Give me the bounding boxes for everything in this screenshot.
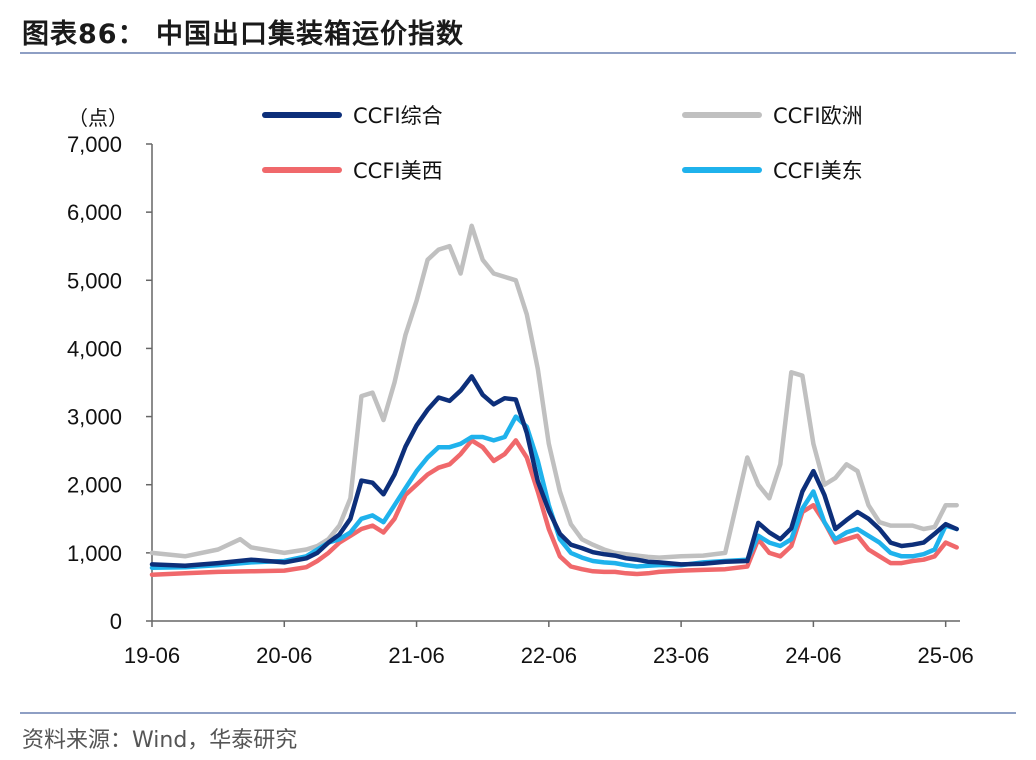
legend-item-1: CCFI欧洲 (682, 104, 863, 128)
title-divider (20, 52, 1016, 54)
chart-axes: 0 1,000 2,000 3,000 4,000 5,000 6,000 7,000 19-0… (67, 106, 974, 668)
y-tick-label: 4,000 (67, 336, 122, 361)
x-tick-label: 19-06 (124, 643, 180, 668)
legend-label: CCFI美西 (353, 159, 443, 183)
legend-label: CCFI综合 (353, 104, 443, 128)
source-note: 资料来源：Wind，华泰研究 (22, 728, 298, 753)
series-line-3 (149, 414, 959, 571)
chart-plot-area (149, 223, 959, 577)
legend-label: CCFI欧洲 (773, 104, 863, 128)
y-tick-label: 0 (110, 609, 122, 634)
footer-divider (20, 712, 1016, 714)
y-tick-label: 2,000 (67, 473, 122, 498)
legend-item-3: CCFI美东 (682, 159, 863, 183)
series-line-0 (149, 374, 959, 569)
y-axis-unit-label: （点） (68, 106, 128, 130)
legend-item-2: CCFI美西 (262, 159, 443, 183)
legend-item-0: CCFI综合 (262, 104, 443, 128)
x-tick-label: 22-06 (521, 643, 577, 668)
x-tick-label: 20-06 (256, 643, 312, 668)
chart-legend: CCFI综合 CCFI欧洲 CCFI美西 CCFI美东 (262, 104, 863, 183)
y-tick-label: 5,000 (67, 268, 122, 293)
line-chart: 0 1,000 2,000 3,000 4,000 5,000 6,000 7,000 19-0… (67, 104, 974, 668)
figure-title: 图表86： 中国出口集装箱运价指数 (22, 19, 464, 50)
y-tick-label: 1,000 (67, 541, 122, 566)
x-tick-label: 21-06 (388, 643, 444, 668)
y-tick-label: 6,000 (67, 200, 122, 225)
y-tick-label: 7,000 (67, 132, 122, 157)
y-tick-label: 3,000 (67, 405, 122, 430)
x-tick-label: 25-06 (918, 643, 974, 668)
x-tick-label: 24-06 (785, 643, 841, 668)
series-line-2 (149, 438, 959, 577)
series-line-1 (149, 223, 959, 560)
x-tick-label: 23-06 (653, 643, 709, 668)
legend-label: CCFI美东 (773, 159, 863, 183)
